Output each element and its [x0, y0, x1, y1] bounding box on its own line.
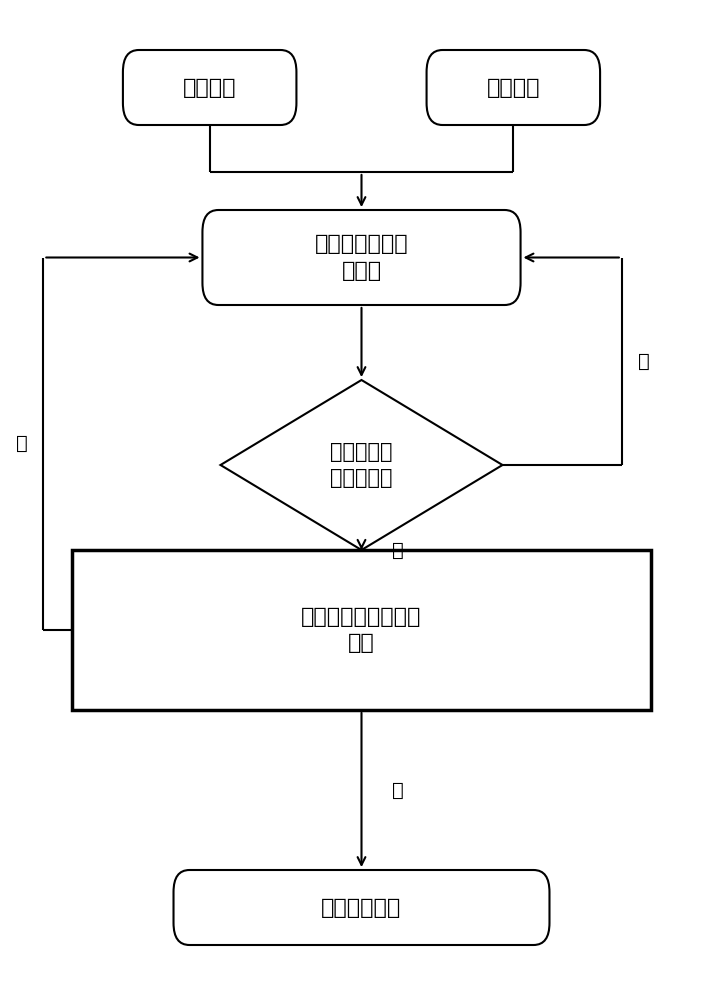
FancyBboxPatch shape: [174, 870, 549, 945]
Text: 岩性分类: 岩性分类: [183, 78, 236, 98]
Text: 否: 否: [638, 352, 649, 371]
Text: 岩石分类完成: 岩石分类完成: [322, 898, 401, 918]
Text: 是: 是: [392, 780, 403, 800]
Text: 物性资料分析化
简分类: 物性资料分析化 简分类: [315, 234, 408, 281]
Bar: [72, 550, 651, 710]
Text: 压汞资料验
证分类可行: 压汞资料验 证分类可行: [330, 442, 393, 488]
Polygon shape: [221, 380, 502, 550]
Text: 否: 否: [16, 434, 27, 453]
FancyBboxPatch shape: [123, 50, 296, 125]
Text: 是: 是: [392, 540, 403, 560]
FancyBboxPatch shape: [202, 210, 521, 305]
Text: 岩心含油性验证分类
可行: 岩心含油性验证分类 可行: [301, 607, 422, 653]
Text: 成岩分类: 成岩分类: [487, 78, 540, 98]
FancyBboxPatch shape: [427, 50, 600, 125]
